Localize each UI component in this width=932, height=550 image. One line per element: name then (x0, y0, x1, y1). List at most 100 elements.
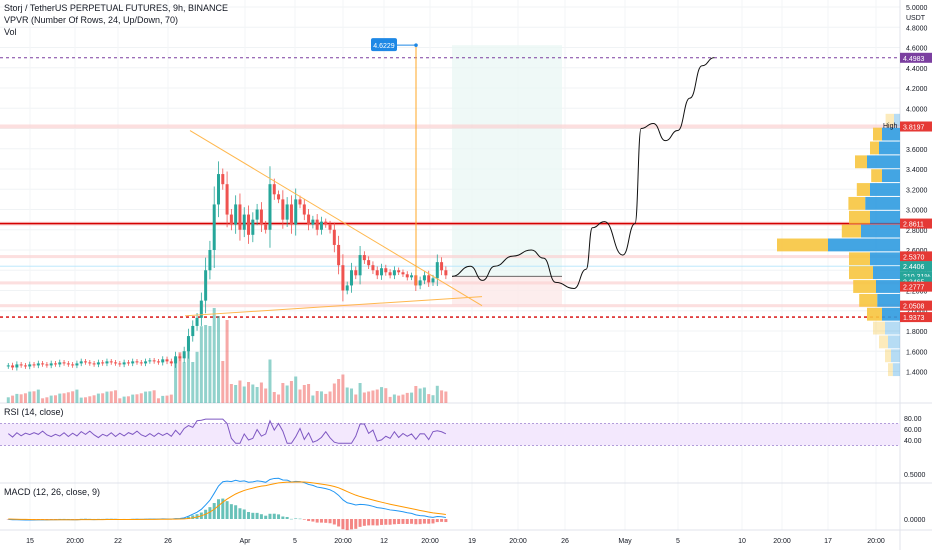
volume-bar (36, 389, 40, 403)
time-tick-label: 20:00 (773, 538, 791, 545)
macd-hist-bar (315, 519, 319, 523)
volume-bar (277, 394, 281, 403)
currency-label: USDT (906, 15, 926, 22)
vp-up-bar (876, 280, 900, 293)
price-tick-label: 5.0000 (906, 5, 928, 12)
macd-hist-bar (259, 514, 263, 519)
macd-hist-bar (247, 512, 251, 519)
candle-body (208, 250, 212, 271)
volume-bar (328, 391, 332, 403)
volume-bar (114, 390, 118, 403)
volume-bar (298, 389, 302, 403)
volume-bar (118, 398, 122, 403)
volume-bar (341, 374, 345, 403)
candle-body (345, 285, 349, 291)
macd-hist-bar (238, 508, 242, 519)
candle-body (199, 300, 203, 318)
candle-body (349, 270, 353, 286)
price-badge (900, 271, 932, 282)
candle-body (234, 204, 238, 225)
time-tick-label: 17 (824, 538, 832, 545)
candle-body (174, 356, 178, 364)
macd-hist-bar (281, 516, 285, 519)
trendline-upper (189, 130, 483, 307)
symbol-legend: Storj / TetherUS PERPETUAL FUTURES, 9h, … (4, 2, 228, 38)
volume-bar (392, 394, 396, 403)
macd-hist-bar (358, 519, 362, 527)
candle-body (225, 184, 229, 215)
vp-down-bar (856, 183, 870, 196)
volume-bar (126, 396, 130, 403)
candle-body (440, 262, 444, 271)
candle-body (156, 361, 160, 363)
candle-body (204, 270, 208, 301)
volume-bar (289, 381, 293, 403)
volume-bar (358, 383, 362, 403)
candle-body (191, 325, 195, 337)
volume-bar (49, 395, 53, 403)
macd-hist-bar (422, 519, 426, 524)
volume-bar (66, 392, 70, 403)
rsi-band (0, 423, 900, 446)
candle-body (118, 363, 122, 365)
candle-body (431, 278, 435, 283)
volume-bar (225, 320, 229, 403)
macd-hist-bar (401, 519, 405, 524)
candle-body (354, 270, 358, 276)
volume-bar (349, 388, 353, 403)
vp-down-bar (873, 321, 885, 335)
candle-body (96, 362, 100, 365)
vp-down-bar (885, 349, 891, 363)
candle-body (285, 204, 289, 220)
vp-down-bar (849, 266, 873, 280)
candle-body (255, 209, 259, 220)
macd-hist-bar (324, 519, 328, 523)
macd-hist-bar (349, 519, 353, 530)
candle-body (324, 221, 328, 225)
candle-body (418, 280, 422, 286)
time-tick-label: 20:00 (421, 538, 439, 545)
candle-body (289, 204, 293, 225)
volume-bar (88, 396, 92, 403)
rsi-tick-label: 40.00 (904, 438, 922, 445)
candle-body (238, 204, 242, 230)
candle-body (92, 363, 96, 365)
macd-hist-bar (289, 518, 293, 520)
volume-bar (247, 382, 251, 403)
price-badge (900, 251, 932, 262)
price-badge (900, 218, 932, 229)
time-tick-label: May (618, 538, 632, 545)
candle-body (148, 360, 152, 362)
vp-up-bar (882, 127, 900, 141)
volume-bar (101, 393, 105, 403)
candle-body (341, 265, 345, 291)
macd-hist-bar (362, 519, 366, 526)
volume-bar (148, 391, 152, 403)
volume-bar (161, 395, 165, 403)
volume-bar (152, 390, 156, 403)
macd-hist-bar (371, 519, 375, 526)
price-badge (900, 121, 932, 132)
candle-body (36, 363, 40, 366)
callout-box (371, 38, 397, 52)
candle-body (84, 361, 88, 363)
volume-bar (92, 395, 96, 403)
volume-bar (272, 392, 276, 403)
volume-bar (332, 383, 336, 403)
volume-bar (405, 392, 409, 403)
vpvr-legend: VPVR (Number Of Rows, 24, Up/Down, 70) (4, 15, 179, 25)
vp-down-bar (855, 155, 867, 169)
level-band (0, 281, 900, 285)
trendline-lower (184, 296, 483, 317)
volume-bar (131, 394, 135, 403)
volume-bar (294, 376, 298, 403)
vp-up-bar (892, 363, 900, 377)
volume-bar (221, 361, 225, 403)
price-badge-label: 2.4406 (903, 264, 925, 271)
candle-body (41, 363, 45, 365)
stop-zone (452, 276, 562, 305)
volume-bar (259, 382, 263, 403)
volume-bar (75, 389, 79, 403)
vp-down-bar (885, 113, 894, 127)
